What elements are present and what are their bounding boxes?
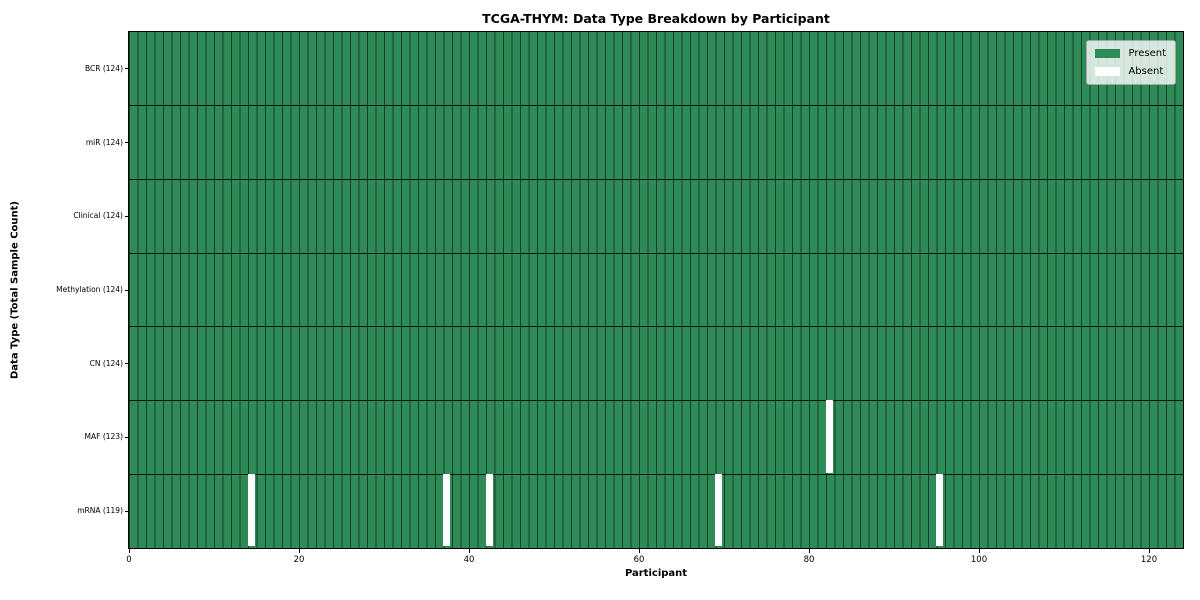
- y-tick-mark: [125, 68, 129, 70]
- row-separator: [129, 326, 1183, 328]
- y-tick-label-MAF: MAF (123): [84, 432, 123, 442]
- y-tick-mark: [125, 215, 129, 217]
- present-swatch: [1095, 49, 1121, 58]
- legend-label: Present: [1128, 48, 1166, 59]
- y-tick-label-BCR: BCR (124): [84, 63, 123, 73]
- x-tick-label-20: 20: [293, 555, 305, 565]
- x-tick-mark: [978, 549, 980, 553]
- x-tick-mark: [638, 549, 640, 553]
- legend-entry-absent: Absent: [1095, 64, 1166, 79]
- row-separator: [129, 178, 1183, 180]
- y-tick-mark: [125, 289, 129, 291]
- y-tick-mark: [125, 436, 129, 438]
- x-tick-mark: [468, 549, 470, 553]
- x-tick-mark: [808, 549, 810, 553]
- y-tick-mark: [125, 510, 129, 512]
- y-tick-label-Clinical: Clinical (124): [73, 211, 123, 221]
- legend-entry-present: Present: [1095, 46, 1166, 61]
- row-separator: [129, 400, 1183, 402]
- x-tick-label-40: 40: [463, 555, 475, 565]
- x-tick-label-100: 100: [970, 555, 988, 565]
- x-tick-mark: [1148, 549, 1150, 553]
- x-tick-label-80: 80: [803, 555, 815, 565]
- y-tick-label-miR: miR (124): [85, 137, 123, 147]
- x-tick-label-0: 0: [126, 555, 132, 565]
- x-tick-label-60: 60: [633, 555, 645, 565]
- row-separator: [129, 252, 1183, 254]
- absent-cell-mRNA-69: [715, 473, 723, 547]
- absent-cell-mRNA-42: [485, 473, 493, 547]
- x-tick-mark: [298, 549, 300, 553]
- y-tick-mark: [125, 142, 129, 144]
- y-tick-label-Methylation: Methylation (124): [56, 285, 123, 294]
- absent-cell-mRNA-14: [247, 473, 255, 547]
- heatmap-plot-area: Present Absent: [128, 31, 1184, 549]
- y-tick-mark: [125, 363, 129, 365]
- absent-swatch: [1095, 67, 1121, 76]
- x-axis-label: Participant: [624, 568, 688, 579]
- y-tick-label-CN: CN (124): [89, 358, 123, 368]
- absent-cell-mRNA-95: [936, 473, 944, 547]
- absent-cell-mRNA-37: [443, 473, 451, 547]
- absent-cell-MAF-82: [825, 400, 833, 473]
- x-tick-label-120: 120: [1140, 555, 1158, 565]
- chart-title: TCGA-THYM: Data Type Breakdown by Partic…: [482, 11, 830, 26]
- row-separator: [129, 473, 1183, 475]
- y-tick-label-mRNA: mRNA (119): [77, 506, 123, 516]
- row-separator: [129, 105, 1183, 107]
- legend-label: Absent: [1128, 66, 1164, 77]
- legend: Present Absent: [1086, 40, 1176, 85]
- x-tick-mark: [128, 549, 130, 553]
